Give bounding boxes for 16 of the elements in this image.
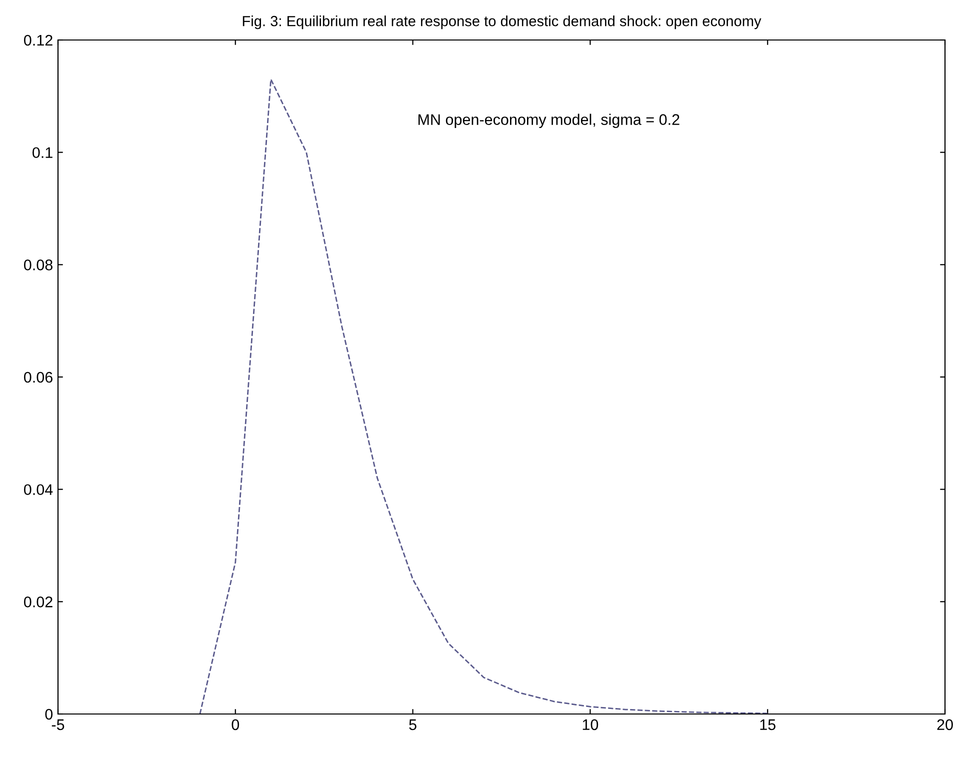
x-tick-label: 5 bbox=[409, 719, 416, 730]
x-tick-label: 0 bbox=[232, 719, 240, 730]
annotation: MN open-economy model, sigma = 0.2 bbox=[418, 114, 680, 128]
x-tick-label: 10 bbox=[582, 719, 598, 730]
x-tick-label: 20 bbox=[937, 719, 953, 730]
y-tick-label: 0.04 bbox=[24, 484, 53, 496]
y-tick-label: 0.1 bbox=[32, 147, 52, 158]
y-tick-label: 0 bbox=[45, 708, 53, 720]
line-series bbox=[199, 78, 768, 714]
x-tick-label: 15 bbox=[760, 719, 776, 730]
y-tick-label: 0.02 bbox=[24, 596, 52, 608]
y-tick-label: 0.08 bbox=[24, 260, 52, 270]
y-tick-label: 0.06 bbox=[24, 372, 52, 383]
chart-title: Fig. 3: Equilibrium real rate response to domestic demand shock: open economy bbox=[242, 16, 762, 30]
x-tick-label: -5 bbox=[52, 719, 64, 730]
y-tick-label: 0.12 bbox=[24, 34, 52, 46]
